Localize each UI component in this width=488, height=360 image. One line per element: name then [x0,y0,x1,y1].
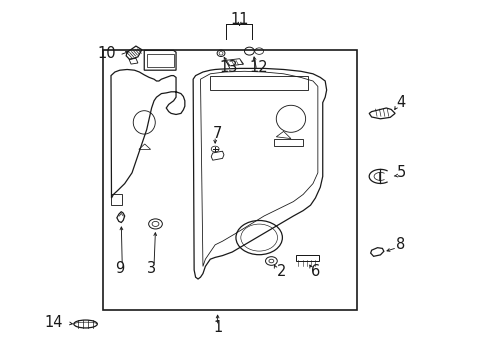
Text: 14: 14 [44,315,62,330]
Text: 10: 10 [98,46,116,61]
Text: 13: 13 [219,60,238,75]
Bar [111,194,122,205]
Text: 2: 2 [276,264,285,279]
Text: 5: 5 [396,165,405,180]
Text: 7: 7 [212,126,222,141]
Text: 11: 11 [230,12,248,27]
Text: 8: 8 [396,237,405,252]
Text: 6: 6 [310,264,319,279]
Text: 4: 4 [396,95,405,110]
Bar [210,76,307,90]
Text: 9: 9 [115,261,124,276]
Bar [273,139,303,146]
Bar [102,50,356,310]
Bar [146,54,173,67]
Text: 3: 3 [147,261,156,276]
Bar [295,255,319,261]
Text: 1: 1 [213,320,222,335]
Text: 12: 12 [249,60,268,75]
